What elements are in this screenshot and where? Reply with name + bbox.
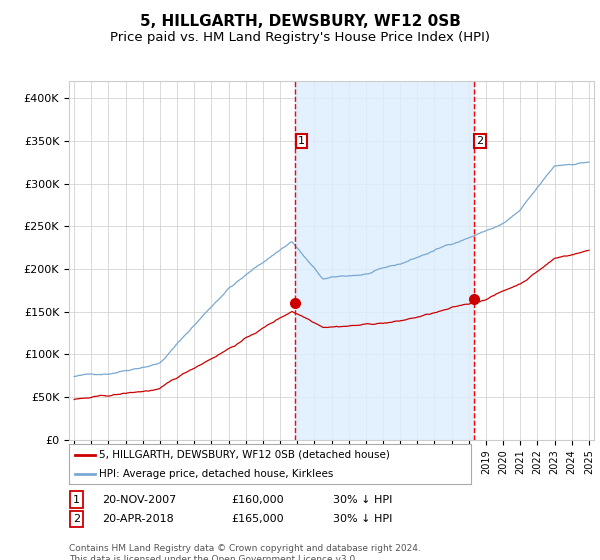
Text: 20-NOV-2007: 20-NOV-2007 — [102, 494, 176, 505]
Text: £160,000: £160,000 — [231, 494, 284, 505]
Text: £165,000: £165,000 — [231, 514, 284, 524]
Text: 2: 2 — [73, 514, 80, 524]
Text: 5, HILLGARTH, DEWSBURY, WF12 0SB (detached house): 5, HILLGARTH, DEWSBURY, WF12 0SB (detach… — [99, 450, 390, 460]
Text: 5, HILLGARTH, DEWSBURY, WF12 0SB: 5, HILLGARTH, DEWSBURY, WF12 0SB — [140, 14, 460, 29]
Bar — [295, 81, 474, 440]
Text: 2: 2 — [476, 136, 484, 146]
Text: Price paid vs. HM Land Registry's House Price Index (HPI): Price paid vs. HM Land Registry's House … — [110, 31, 490, 44]
Text: 1: 1 — [298, 136, 305, 146]
Text: 30% ↓ HPI: 30% ↓ HPI — [333, 494, 392, 505]
Text: Contains HM Land Registry data © Crown copyright and database right 2024.
This d: Contains HM Land Registry data © Crown c… — [69, 544, 421, 560]
Text: 1: 1 — [73, 494, 80, 505]
Text: 20-APR-2018: 20-APR-2018 — [102, 514, 174, 524]
Text: HPI: Average price, detached house, Kirklees: HPI: Average price, detached house, Kirk… — [99, 469, 334, 478]
Text: 30% ↓ HPI: 30% ↓ HPI — [333, 514, 392, 524]
